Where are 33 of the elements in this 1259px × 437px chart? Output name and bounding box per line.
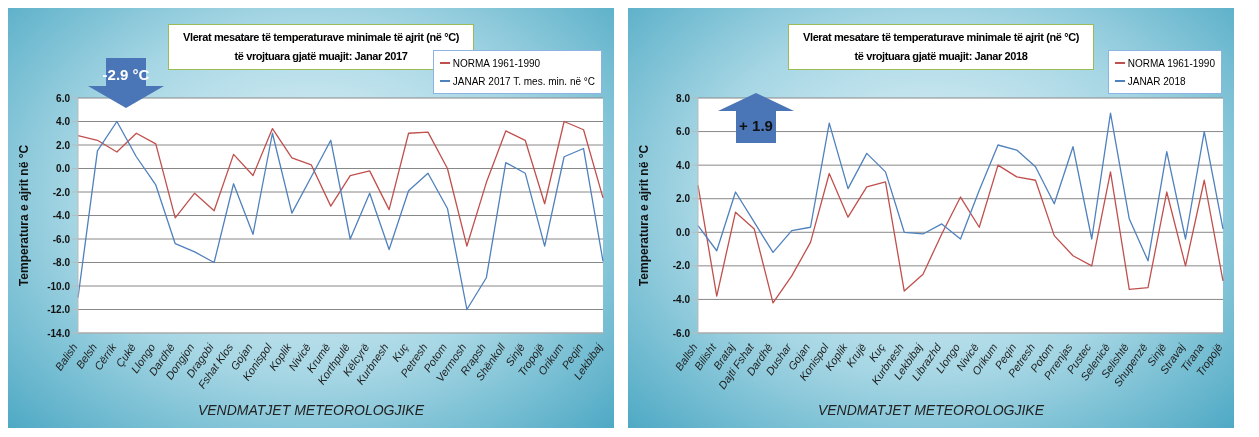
line-series bbox=[697, 164, 1224, 304]
y-tick-label: -2.0 bbox=[52, 186, 71, 198]
y-axis-title: Temperatura e ajrit në °C bbox=[17, 144, 32, 287]
y-tick-label: 4.0 bbox=[56, 116, 71, 128]
annotation: + 1.9 bbox=[738, 117, 774, 134]
y-tick-label: -6.0 bbox=[52, 233, 71, 245]
y-tick-label: -10.0 bbox=[47, 280, 71, 292]
y-axis-title: Temperatura e ajrit në °C bbox=[637, 144, 652, 287]
y-tick-label: -4.0 bbox=[672, 293, 691, 305]
legend-label: NORMA 1961-1990 bbox=[1127, 57, 1215, 69]
line-series bbox=[77, 120, 604, 311]
x-axis-title: VENDMATJET METEOROLOGJIKE bbox=[816, 402, 1046, 418]
legend-label: JANAR 2017 T. mes. min. në °C bbox=[452, 75, 595, 87]
y-tick-label: 0.0 bbox=[676, 226, 691, 238]
legend-label: JANAR 2018 bbox=[1127, 75, 1186, 87]
y-tick-label: 6.0 bbox=[56, 92, 71, 104]
y-tick-label: -4.0 bbox=[52, 210, 71, 222]
y-tick-label: 6.0 bbox=[676, 126, 691, 138]
line-series bbox=[77, 120, 604, 247]
y-tick-label: -14.0 bbox=[47, 327, 71, 339]
line-series bbox=[697, 112, 1224, 262]
y-tick-label: -6.0 bbox=[672, 327, 691, 339]
y-tick-label: 0.0 bbox=[56, 163, 71, 175]
y-tick-label: -12.0 bbox=[47, 304, 71, 316]
y-tick-label: -8.0 bbox=[52, 257, 71, 269]
x-axis-title: VENDMATJET METEOROLOGJIKE bbox=[196, 402, 426, 418]
text: -2.9 °C bbox=[101, 66, 151, 83]
y-tick-label: 2.0 bbox=[56, 139, 71, 151]
y-tick-label: -2.0 bbox=[672, 260, 691, 272]
chart-title: Vlerat mesatare të temperaturave minimale të ajrit (në °C) të vrojtuara gjatë muajit: Janar 2018 bbox=[788, 24, 1094, 70]
y-tick-label: 8.0 bbox=[676, 92, 691, 104]
y-tick-label: 2.0 bbox=[676, 193, 691, 205]
y-tick-label: 4.0 bbox=[676, 159, 691, 171]
